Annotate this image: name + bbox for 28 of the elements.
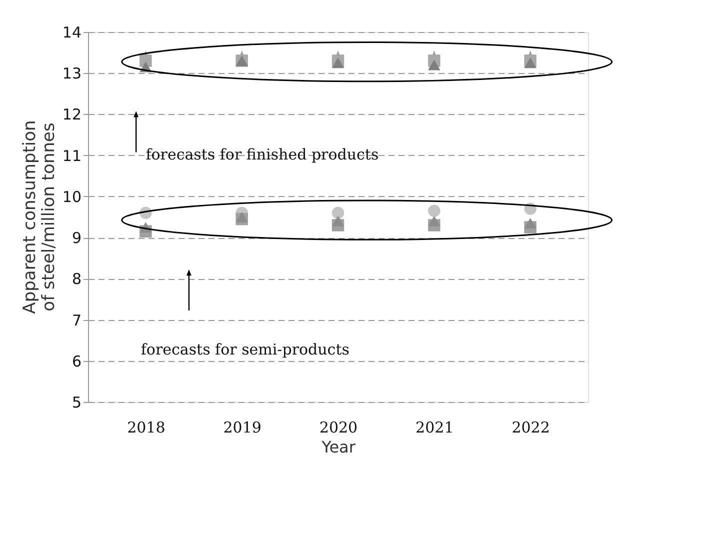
y-tick-label: 5 — [72, 394, 82, 412]
x-tick-label: 2020 — [319, 418, 358, 436]
point — [236, 212, 248, 222]
y-tick-label: 6 — [72, 352, 82, 370]
x-tick-label: 2021 — [416, 418, 454, 436]
y-tick-label: 11 — [62, 146, 82, 165]
point — [332, 206, 344, 219]
y-tick-label: 13 — [62, 64, 82, 83]
y-tick-label: 10 — [62, 188, 82, 206]
point — [332, 58, 344, 68]
y-tick-label: 9 — [72, 229, 82, 248]
point — [428, 216, 440, 226]
point — [428, 204, 440, 217]
annotation: forecasts for finished products — [146, 145, 379, 164]
y-axis-title: Apparent consumption of steel/million tonnes — [20, 120, 59, 314]
y-tick-label: 12 — [62, 106, 82, 124]
point — [428, 60, 440, 70]
x-tick-label: 2019 — [223, 418, 262, 436]
point — [524, 218, 536, 228]
y-tick-label: 7 — [72, 311, 82, 330]
x-tick-label: 2022 — [512, 418, 550, 436]
y-tick-label: 14 — [62, 24, 82, 42]
point — [332, 216, 344, 226]
x-tick-label: 2018 — [127, 418, 166, 436]
point — [524, 58, 536, 68]
x-axis-title: Year — [320, 438, 356, 456]
annotation: forecasts for semi-products — [140, 340, 350, 359]
y-tick-label: 8 — [72, 270, 82, 288]
